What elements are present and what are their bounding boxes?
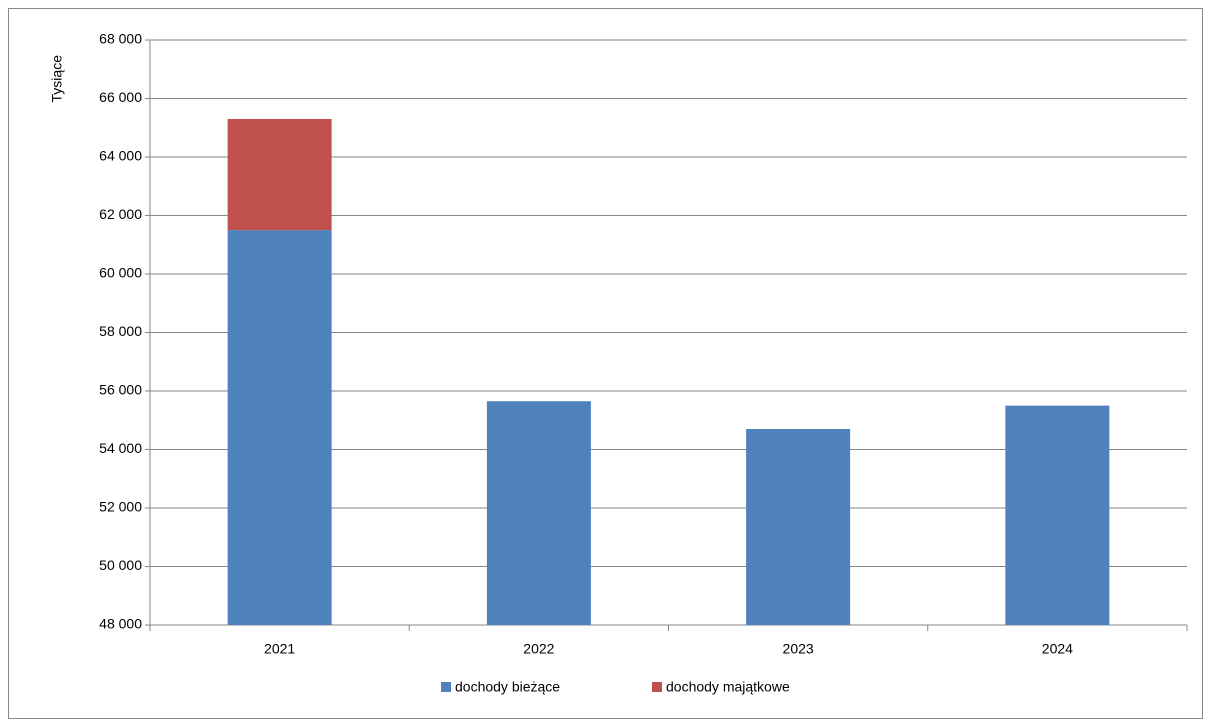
bar bbox=[227, 118, 332, 231]
x-tick-label: 2021 bbox=[264, 641, 295, 657]
y-tick-label: 48 000 bbox=[99, 616, 142, 632]
legend-label: dochody majątkowe bbox=[666, 679, 790, 695]
chart-border bbox=[8, 8, 1203, 719]
x-tick-label: 2023 bbox=[783, 641, 814, 657]
y-tick-label: 54 000 bbox=[99, 440, 142, 456]
bar bbox=[227, 230, 332, 625]
legend-swatch bbox=[652, 682, 662, 692]
x-tick-label: 2024 bbox=[1042, 641, 1073, 657]
legend-swatch bbox=[441, 682, 451, 692]
bar bbox=[746, 429, 851, 625]
y-tick-label: 68 000 bbox=[99, 31, 142, 47]
y-tick-label: 52 000 bbox=[99, 499, 142, 515]
y-axis-label: Tysiące bbox=[49, 55, 65, 103]
y-tick-label: 58 000 bbox=[99, 323, 142, 339]
y-tick-label: 56 000 bbox=[99, 382, 142, 398]
y-tick-label: 62 000 bbox=[99, 206, 142, 222]
bar bbox=[1005, 405, 1110, 625]
y-tick-label: 64 000 bbox=[99, 148, 142, 164]
y-tick-label: 50 000 bbox=[99, 557, 142, 573]
y-tick-label: 66 000 bbox=[99, 89, 142, 105]
y-tick-label: 60 000 bbox=[99, 265, 142, 281]
legend-label: dochody bieżące bbox=[455, 679, 560, 695]
bar bbox=[486, 401, 591, 625]
x-tick-label: 2022 bbox=[523, 641, 554, 657]
